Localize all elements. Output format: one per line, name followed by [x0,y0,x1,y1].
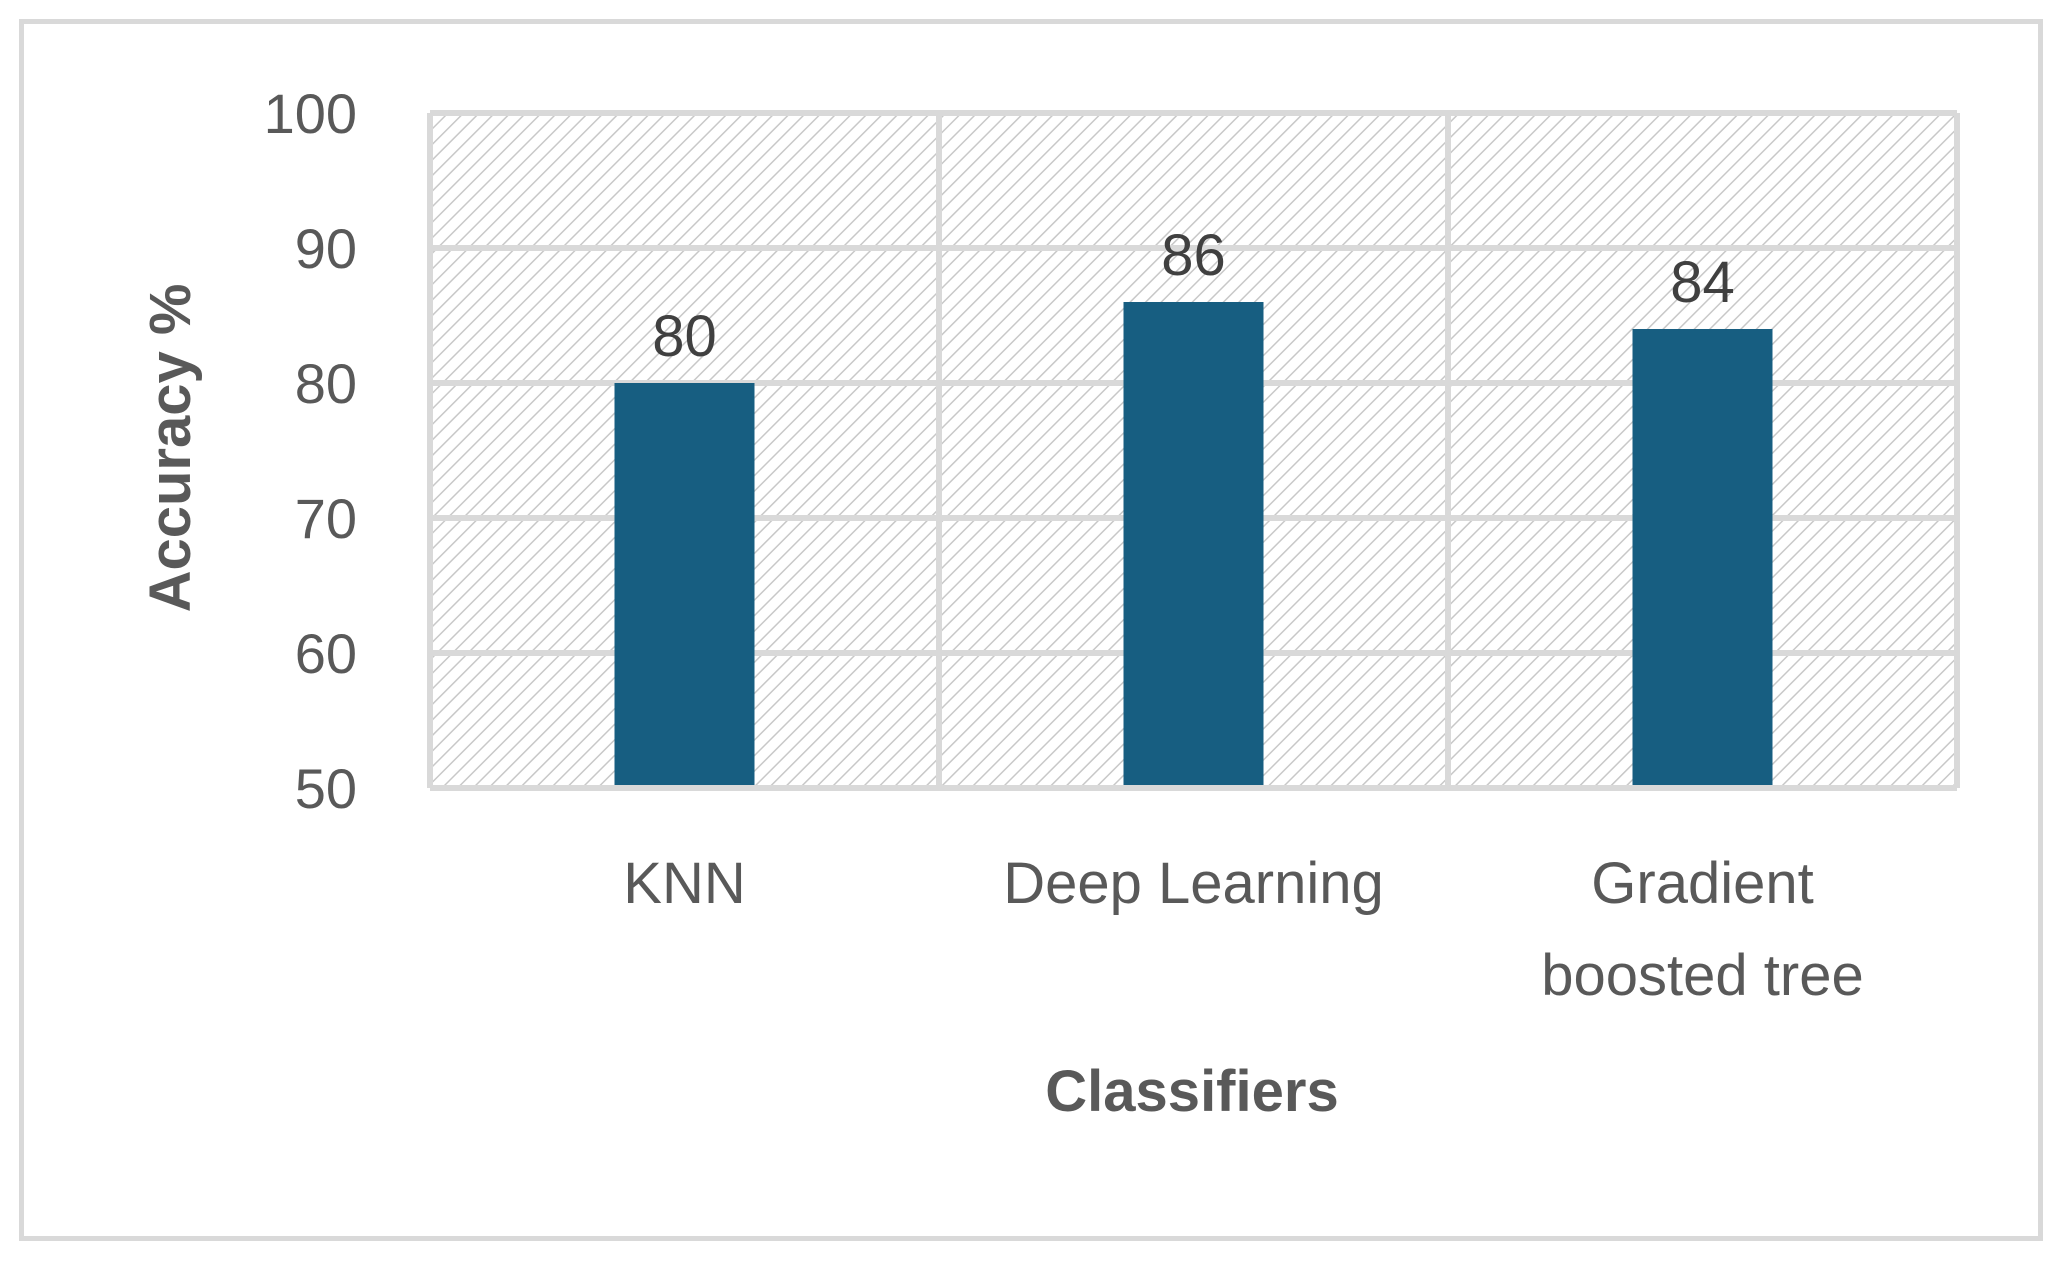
x-axis-title: Classifiers [1045,1059,1338,1124]
y-axis-tick-labels: 50 60 70 80 90 100 [264,82,357,820]
data-label-2: 86 [1161,223,1226,288]
x-tick-label-3: Gradient boosted tree [1541,851,1863,1008]
bar-1 [614,383,755,785]
data-labels: 80 86 84 [652,223,1735,369]
data-label-3: 84 [1670,250,1735,315]
y-tick-label-60: 60 [295,622,357,685]
y-tick-label-70: 70 [295,487,357,550]
y-tick-label-90: 90 [295,217,357,280]
y-tick-label-100: 100 [264,82,357,145]
x-tick-label-1: KNN [623,851,745,916]
x-tick-label-2: Deep Learning [1003,851,1384,916]
y-axis-title: Accuracy % [138,284,203,613]
x-axis-tick-labels: KNN Deep Learning Gradient boosted tree [623,851,1863,1008]
data-label-1: 80 [652,304,717,369]
bar-2 [1123,302,1264,785]
y-tick-label-50: 50 [295,757,357,820]
bar-3 [1632,329,1773,785]
bars [614,302,1773,785]
y-tick-label-80: 80 [295,352,357,415]
